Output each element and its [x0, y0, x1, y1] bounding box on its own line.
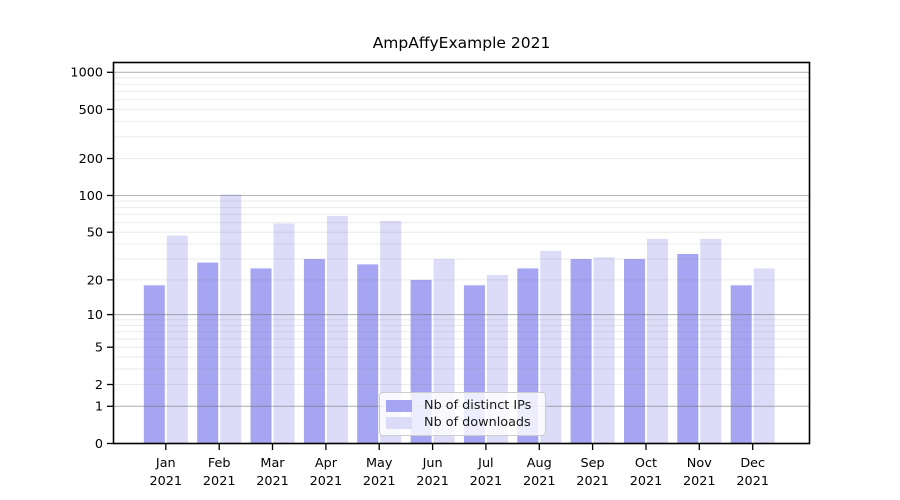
x-tick-label-year: 2021 — [683, 474, 716, 489]
bar-downloads-mar — [273, 223, 295, 444]
x-tick-label-month: Jul — [477, 456, 493, 471]
y-tick-label: 20 — [87, 273, 103, 288]
x-tick-label-month: Aug — [527, 456, 552, 471]
x-tick-label-month: Jun — [422, 456, 443, 471]
bar-ips-jan — [143, 285, 165, 444]
y-tick-label: 10 — [87, 308, 103, 323]
legend-swatch-distinct-ips — [386, 399, 412, 412]
bar-downloads-oct — [647, 238, 668, 444]
chart-title: AmpAffyExample 2021 — [372, 34, 551, 52]
x-tick-label-month: Dec — [740, 456, 765, 471]
bar-downloads-may — [380, 220, 402, 444]
x-tick-label-year: 2021 — [363, 474, 396, 489]
x-tick-label-year: 2021 — [630, 474, 663, 489]
x-tick-label-year: 2021 — [470, 474, 503, 489]
bar-ips-feb — [197, 262, 219, 444]
x-tick-label-month: Jan — [155, 456, 176, 471]
y-tick-label: 0 — [95, 437, 103, 452]
y-tick-label: 1 — [95, 400, 103, 415]
bar-ips-may — [357, 264, 379, 444]
legend: Nb of distinct IPs Nb of downloads — [379, 392, 546, 436]
bar-ips-oct — [624, 259, 645, 444]
y-tick-label: 50 — [87, 226, 103, 241]
bar-downloads-dec — [753, 268, 775, 444]
y-tick-label: 200 — [79, 152, 103, 167]
bar-downloads-feb — [220, 194, 242, 444]
legend-label-distinct-ips: Nb of distinct IPs — [424, 398, 532, 413]
x-tick-label-month: Feb — [208, 456, 231, 471]
legend-label-downloads: Nb of downloads — [424, 415, 531, 430]
x-tick-label-year: 2021 — [203, 474, 236, 489]
bar-downloads-apr — [326, 216, 348, 444]
y-tick-label: 2 — [95, 378, 103, 393]
bar-ips-nov — [677, 254, 699, 444]
bar-downloads-sep — [593, 257, 615, 444]
x-tick-label-month: May — [366, 456, 393, 471]
x-tick-label-year: 2021 — [416, 474, 449, 489]
y-tick-label: 1000 — [70, 66, 103, 81]
bar-ips-mar — [250, 268, 272, 444]
y-tick-label: 500 — [79, 103, 103, 118]
bar-downloads-jan — [166, 235, 188, 444]
legend-item-distinct-ips: Nb of distinct IPs — [386, 398, 537, 413]
x-tick-label-year: 2021 — [256, 474, 289, 489]
legend-item-downloads: Nb of downloads — [386, 415, 537, 430]
x-tick-label-year: 2021 — [310, 474, 343, 489]
x-tick-label-month: Oct — [635, 456, 657, 471]
x-tick-label-month: Nov — [687, 456, 712, 471]
bar-downloads-nov — [700, 238, 722, 444]
legend-swatch-downloads — [386, 416, 412, 429]
bar-ips-apr — [303, 259, 325, 444]
bar-ips-sep — [570, 259, 592, 444]
y-tick-label: 5 — [95, 341, 103, 356]
x-tick-label-month: Apr — [315, 456, 338, 471]
x-tick-label-year: 2021 — [736, 474, 769, 489]
plot-border — [112, 61, 811, 445]
x-tick-label-month: Sep — [581, 456, 605, 471]
x-tick-label-year: 2021 — [523, 474, 556, 489]
x-tick-label-month: Mar — [260, 456, 285, 471]
x-tick-label-year: 2021 — [576, 474, 609, 489]
bar-ips-dec — [730, 285, 752, 444]
x-tick-label-year: 2021 — [150, 474, 183, 489]
y-tick-label: 100 — [79, 189, 103, 204]
